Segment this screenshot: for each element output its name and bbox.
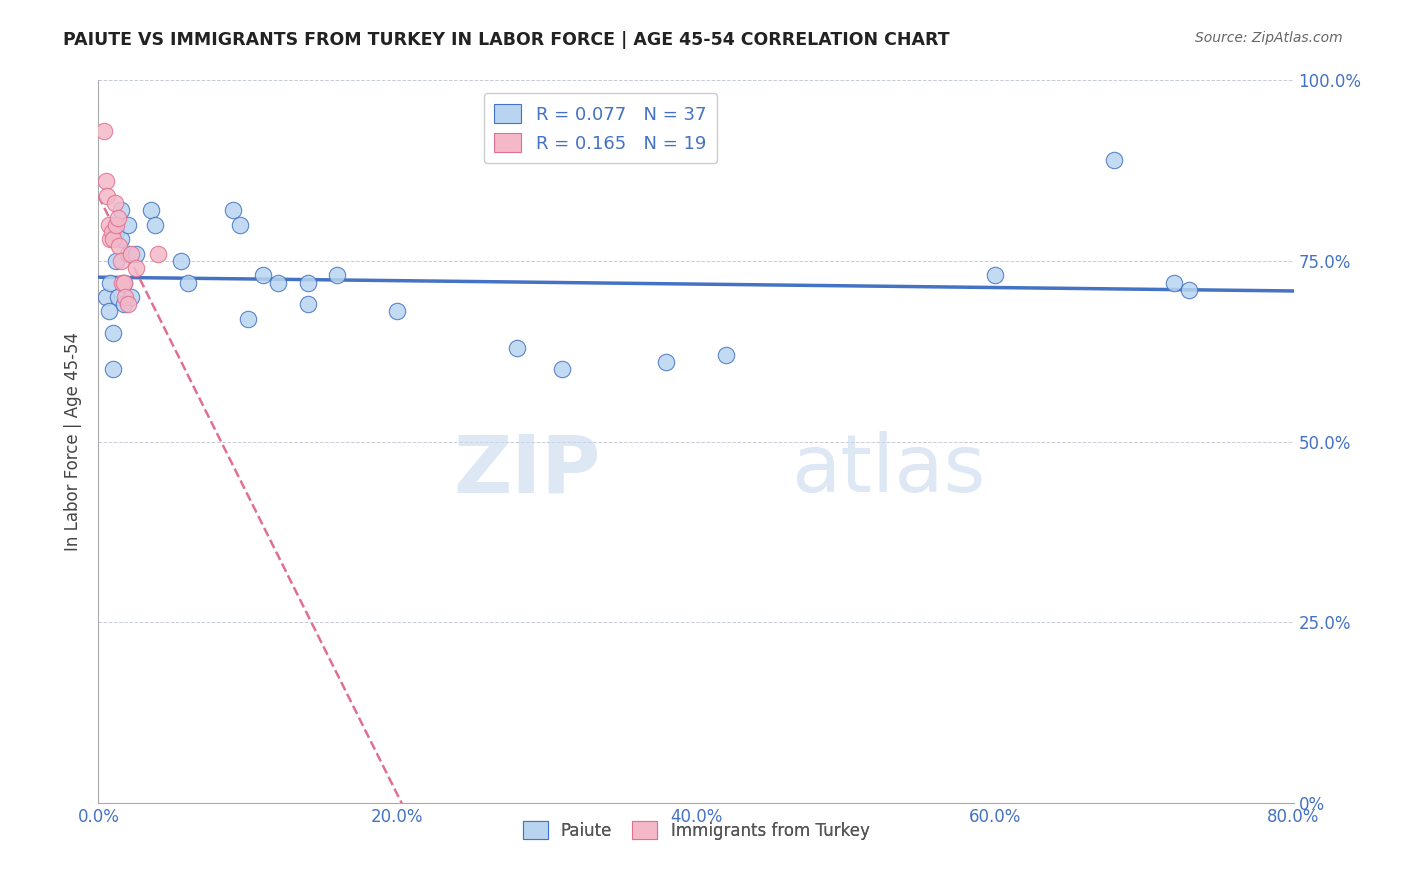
Point [94, 174, 117, 188]
Point [1178, 283, 1201, 297]
Point [105, 253, 128, 268]
Point [117, 297, 139, 311]
Point [326, 268, 349, 283]
Point [97, 218, 120, 232]
Point [96, 189, 118, 203]
Text: atlas: atlas [792, 432, 986, 509]
Point [1163, 276, 1185, 290]
Legend: Paiute, Immigrants from Turkey: Paiute, Immigrants from Turkey [516, 814, 876, 847]
Point [550, 362, 572, 376]
Point [143, 218, 166, 232]
Point [236, 311, 259, 326]
Point [98, 232, 122, 246]
Point [169, 253, 191, 268]
Point [111, 276, 134, 290]
Point [655, 355, 678, 369]
Point [105, 225, 128, 239]
Point [112, 297, 135, 311]
Text: PAIUTE VS IMMIGRANTS FROM TURKEY IN LABOR FORCE | AGE 45-54 CORRELATION CHART: PAIUTE VS IMMIGRANTS FROM TURKEY IN LABO… [63, 31, 950, 49]
Point [252, 268, 274, 283]
Point [125, 261, 148, 276]
Point [101, 225, 124, 239]
Point [385, 304, 409, 318]
Point [107, 290, 129, 304]
Point [112, 276, 135, 290]
Text: Source: ZipAtlas.com: Source: ZipAtlas.com [1195, 31, 1343, 45]
Point [139, 203, 162, 218]
Y-axis label: In Labor Force | Age 45-54: In Labor Force | Age 45-54 [65, 332, 83, 551]
Point [105, 218, 128, 232]
Point [103, 326, 125, 340]
Point [506, 341, 529, 355]
Point [110, 232, 132, 246]
Point [984, 268, 1007, 283]
Point [103, 362, 125, 376]
Point [110, 203, 132, 218]
Point [714, 348, 737, 362]
Point [110, 253, 132, 268]
Point [267, 276, 290, 290]
Point [297, 297, 319, 311]
Point [103, 232, 125, 246]
Point [117, 218, 139, 232]
Point [222, 203, 245, 218]
Point [104, 196, 127, 211]
Point [117, 246, 139, 260]
Point [229, 218, 252, 232]
Point [94, 290, 117, 304]
Text: ZIP: ZIP [453, 432, 600, 509]
Point [148, 246, 170, 260]
Point [125, 246, 148, 260]
Point [98, 276, 122, 290]
Point [120, 290, 142, 304]
Point [114, 290, 136, 304]
Point [97, 304, 120, 318]
Point [297, 276, 319, 290]
Point [1104, 153, 1126, 167]
Point [120, 246, 142, 260]
Point [107, 211, 129, 225]
Point [177, 276, 200, 290]
Point [112, 276, 135, 290]
Point [108, 239, 131, 253]
Point [93, 124, 115, 138]
